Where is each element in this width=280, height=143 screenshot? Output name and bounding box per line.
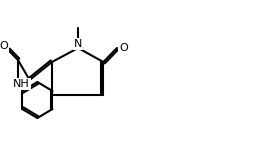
- Text: N: N: [74, 39, 82, 49]
- Text: O: O: [0, 41, 8, 51]
- Text: NH: NH: [13, 79, 30, 89]
- Text: O: O: [119, 43, 128, 53]
